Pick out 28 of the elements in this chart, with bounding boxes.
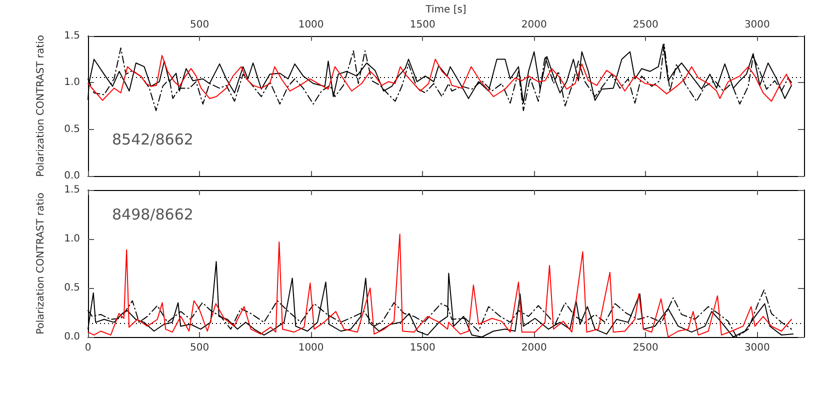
x2-tick-label: 2000 (521, 19, 547, 30)
x-tick-label: 3000 (744, 342, 770, 354)
x-tick-label: 1000 (298, 342, 324, 354)
line-series (88, 234, 792, 338)
y-tick-label: 1.5 (64, 30, 80, 42)
x2-axis-title: Time [s] (424, 4, 466, 16)
y-axis-title: Polarization CONTRAST ratio (36, 192, 46, 334)
x-tick-label: 2000 (521, 342, 547, 354)
x2-tick-label: 500 (190, 19, 210, 30)
y-tick-label: 0.0 (64, 332, 80, 342)
annotation: 8542/8662 (112, 130, 194, 148)
y-tick-label: 0.0 (64, 170, 80, 182)
x-tick-label: 0 (84, 342, 92, 354)
y-tick-label: 1.5 (64, 184, 80, 196)
x2-tick-label: 3000 (744, 19, 770, 30)
x-tick-label: 2500 (632, 342, 658, 354)
y-tick-label: 1.0 (64, 77, 80, 88)
y-axis-title: Polarization CONTRAST ratio (36, 35, 46, 177)
y-tick-label: 1.0 (64, 234, 80, 244)
x-tick-label: 500 (190, 342, 210, 354)
x2-tick-label: 2500 (632, 19, 658, 30)
x2-tick-label: 1000 (298, 19, 324, 30)
line-series (88, 55, 792, 102)
x2-tick-label: 1500 (410, 19, 436, 30)
annotation: 8498/8662 (112, 206, 194, 224)
y-tick-label: 0.5 (64, 124, 80, 135)
x-tick-label: 1500 (410, 342, 436, 354)
y-tick-label: 0.5 (64, 282, 80, 294)
